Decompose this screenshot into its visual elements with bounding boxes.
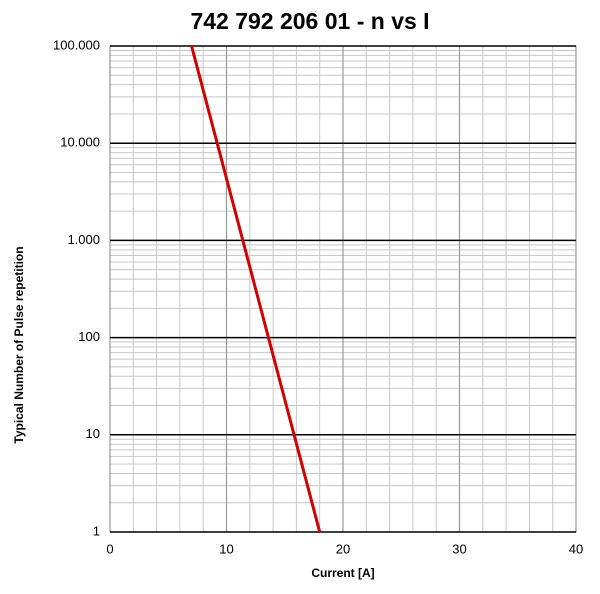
y-tick-label: 100 (78, 329, 100, 344)
x-tick-label: 30 (452, 541, 466, 556)
x-tick-label: 0 (106, 541, 113, 556)
y-tick-label: 1 (93, 523, 100, 538)
x-tick-label: 40 (569, 541, 583, 556)
y-axis-label: Typical Number of Pulse repetition (12, 246, 26, 443)
y-tick-label: 1.000 (67, 232, 100, 247)
y-tick-label: 10.000 (60, 135, 100, 150)
x-axis-label: Current [A] (311, 566, 374, 580)
data-line (190, 45, 322, 533)
y-tick-label: 100.000 (53, 37, 100, 52)
x-tick-label: 10 (219, 541, 233, 556)
y-tick-label: 10 (86, 426, 100, 441)
chart-title: 742 792 206 01 - n vs I (190, 8, 429, 34)
x-tick-label: 20 (336, 541, 350, 556)
